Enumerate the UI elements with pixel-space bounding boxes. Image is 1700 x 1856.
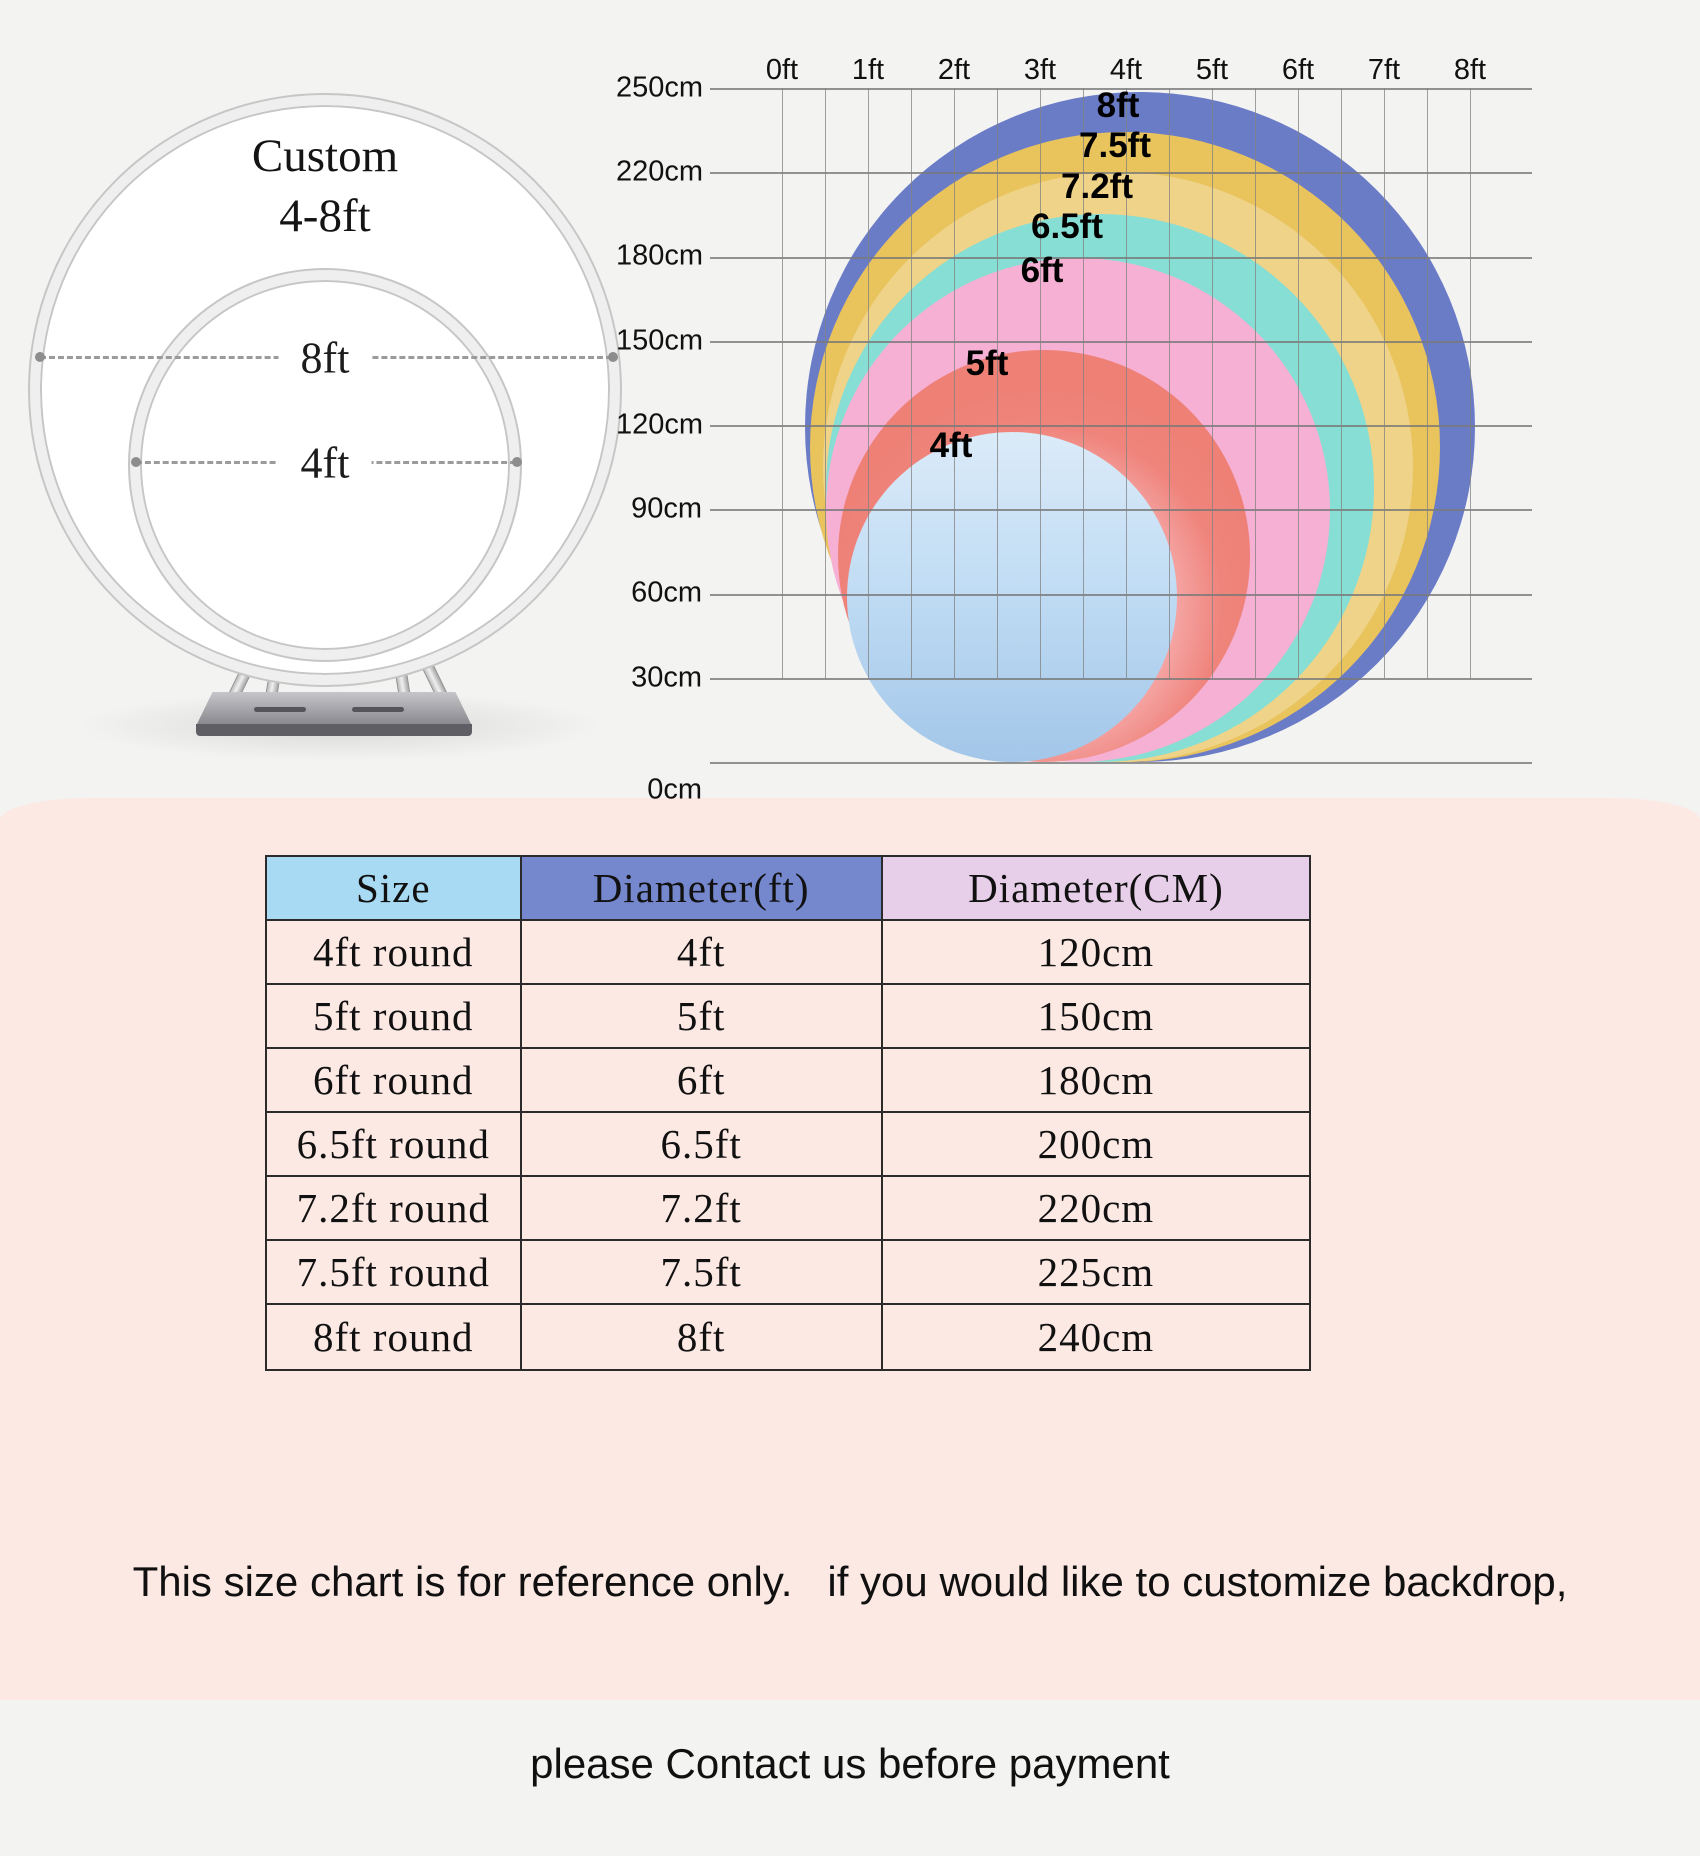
diagram-title-line1: Custom <box>251 130 399 182</box>
y-axis-label: 30cm <box>631 661 702 694</box>
circle-size-label: 7.2ft <box>1061 167 1133 206</box>
table-cell-size: 4ft round <box>267 921 522 985</box>
x-axis-label: 3ft <box>1023 54 1057 86</box>
product-diagram: 8ft 4ft Custom 4-8ft <box>0 0 690 820</box>
size-comparison-chart: 0ft 1ft 2ft 3ft 4ft 5ft 6ft 7ft 8ft 250c… <box>600 50 1580 830</box>
y-axis-label: 220cm <box>616 155 704 188</box>
footer-note: This size chart is for reference only. i… <box>0 1430 1700 1856</box>
grid-hline <box>710 762 1532 764</box>
table-cell-ft: 6ft <box>521 1049 883 1113</box>
diameter-endpoint-dot <box>608 352 618 362</box>
table-header-diameter-ft: Diameter(ft) <box>521 857 883 921</box>
y-axis-label: 180cm <box>616 239 704 272</box>
x-axis-label: 1ft <box>851 54 885 86</box>
table-cell-cm: 180cm <box>882 1049 1309 1113</box>
y-axis-label: 250cm <box>616 71 704 104</box>
inner-diameter-label: 4ft <box>278 435 372 491</box>
table-cell-ft: 6.5ft <box>521 1113 883 1177</box>
footer-note-line2: please Contact us before payment <box>530 1740 1170 1788</box>
y-axis-label: 60cm <box>631 576 702 609</box>
pink-background <box>0 798 1700 1700</box>
diagram-title: Custom 4-8ft <box>252 126 398 246</box>
grid-vline <box>782 88 783 678</box>
y-axis-label: 90cm <box>631 492 702 525</box>
table-cell-size: 5ft round <box>267 985 522 1049</box>
table-cell-size: 6ft round <box>267 1049 522 1113</box>
table-cell-size: 8ft round <box>267 1305 522 1369</box>
circle-size-label: 6.5ft <box>1031 207 1103 246</box>
x-axis-label: 2ft <box>937 54 971 86</box>
x-axis-label: 8ft <box>1453 54 1487 86</box>
table-cell-size: 7.2ft round <box>267 1177 522 1241</box>
x-axis-label: 4ft <box>1109 54 1143 86</box>
table-cell-cm: 220cm <box>882 1177 1309 1241</box>
table-cell-ft: 4ft <box>521 921 883 985</box>
x-axis-label: 0ft <box>765 54 799 86</box>
diameter-endpoint-dot <box>35 352 45 362</box>
table-cell-ft: 5ft <box>521 985 883 1049</box>
circle-size-label: 4ft <box>929 426 973 465</box>
table-cell-cm: 240cm <box>1037 1314 1155 1360</box>
outer-diameter-label: 8ft <box>278 330 372 386</box>
table-cell-size: 6.5ft round <box>267 1113 522 1177</box>
table-cell-ft: 8ft <box>522 1305 883 1369</box>
y-axis-label: 150cm <box>616 324 704 357</box>
diameter-endpoint-dot <box>131 457 141 467</box>
stand-base <box>196 692 472 726</box>
x-axis-label: 5ft <box>1195 54 1229 86</box>
diameter-endpoint-dot <box>512 457 522 467</box>
circle-4ft <box>847 432 1177 762</box>
base-slot <box>352 707 404 712</box>
table-cell-ft: 7.2ft <box>521 1177 883 1241</box>
size-table: Size Diameter(ft) Diameter(CM) 4ft round… <box>265 855 1311 1371</box>
table-cell-cm: 225cm <box>882 1241 1309 1305</box>
x-axis-label: 6ft <box>1281 54 1315 86</box>
circle-size-label: 8ft <box>1096 86 1140 125</box>
base-slot <box>254 707 306 712</box>
y-axis-label: 120cm <box>616 408 704 441</box>
table-cell-cm: 200cm <box>882 1113 1309 1177</box>
table-header-size: Size <box>267 857 522 921</box>
table-cell-size: 7.5ft round <box>267 1241 522 1305</box>
circle-size-label: 6ft <box>1020 251 1064 290</box>
circle-size-label: 7.5ft <box>1079 126 1151 165</box>
diagram-title-line2: 4-8ft <box>279 190 371 243</box>
footer-note-line1: This size chart is for reference only. i… <box>132 1557 1568 1605</box>
table-cell-ft: 7.5ft <box>521 1241 883 1305</box>
circle-size-label: 5ft <box>965 344 1009 383</box>
x-axis-label: 7ft <box>1367 54 1401 86</box>
table-cell-cm: 120cm <box>882 921 1309 985</box>
table-header-diameter-cm: Diameter(CM) <box>882 857 1309 921</box>
y-axis-label: 0cm <box>647 773 702 806</box>
table-cell-cm: 150cm <box>882 985 1309 1049</box>
stand-base-front <box>196 724 472 736</box>
